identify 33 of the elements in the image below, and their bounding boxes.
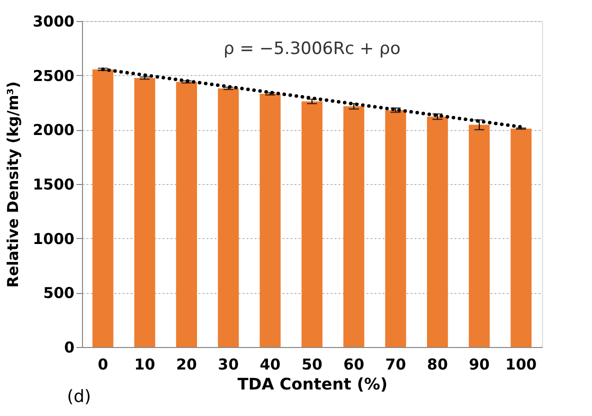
x-tick-label: 20 — [176, 356, 197, 374]
text: (d) — [67, 387, 92, 407]
bar — [468, 124, 490, 347]
y-tick-label: 3000 — [32, 12, 74, 30]
x-tick-label: 90 — [468, 356, 490, 374]
x-axis-title: TDA Content (%) — [237, 374, 388, 394]
bar — [343, 106, 364, 347]
y-axis-title: Relative Density (kg/m³) — [4, 81, 22, 288]
x-tick-label: 70 — [385, 356, 406, 374]
bar — [92, 69, 114, 347]
x-tick-label: 40 — [260, 356, 281, 374]
bar — [176, 82, 197, 347]
y-tick-label: 2500 — [32, 66, 74, 85]
x-tick-label: 80 — [427, 356, 448, 374]
x-tick-label: 0 — [98, 356, 108, 374]
bar — [427, 116, 448, 347]
bar — [218, 88, 239, 347]
x-tick-label: 50 — [302, 356, 322, 374]
y-tick-label: 1000 — [32, 230, 74, 248]
x-tick-label: 30 — [218, 356, 239, 374]
bar — [385, 110, 406, 347]
x-tick-label: 10 — [134, 356, 156, 374]
bar — [260, 94, 281, 347]
x-tick-label: 60 — [343, 356, 364, 374]
y-tick-label: 500 — [43, 284, 74, 302]
bar — [134, 78, 156, 347]
y-tick-label: 0 — [64, 338, 74, 356]
bar — [510, 128, 532, 347]
x-tick-label: 100 — [505, 356, 537, 374]
y-tick-label: 1500 — [32, 176, 74, 194]
annotation: ρ = −5.3006Rc + ρo — [224, 39, 400, 59]
bar — [302, 101, 322, 347]
y-tick-label: 2000 — [32, 121, 74, 140]
